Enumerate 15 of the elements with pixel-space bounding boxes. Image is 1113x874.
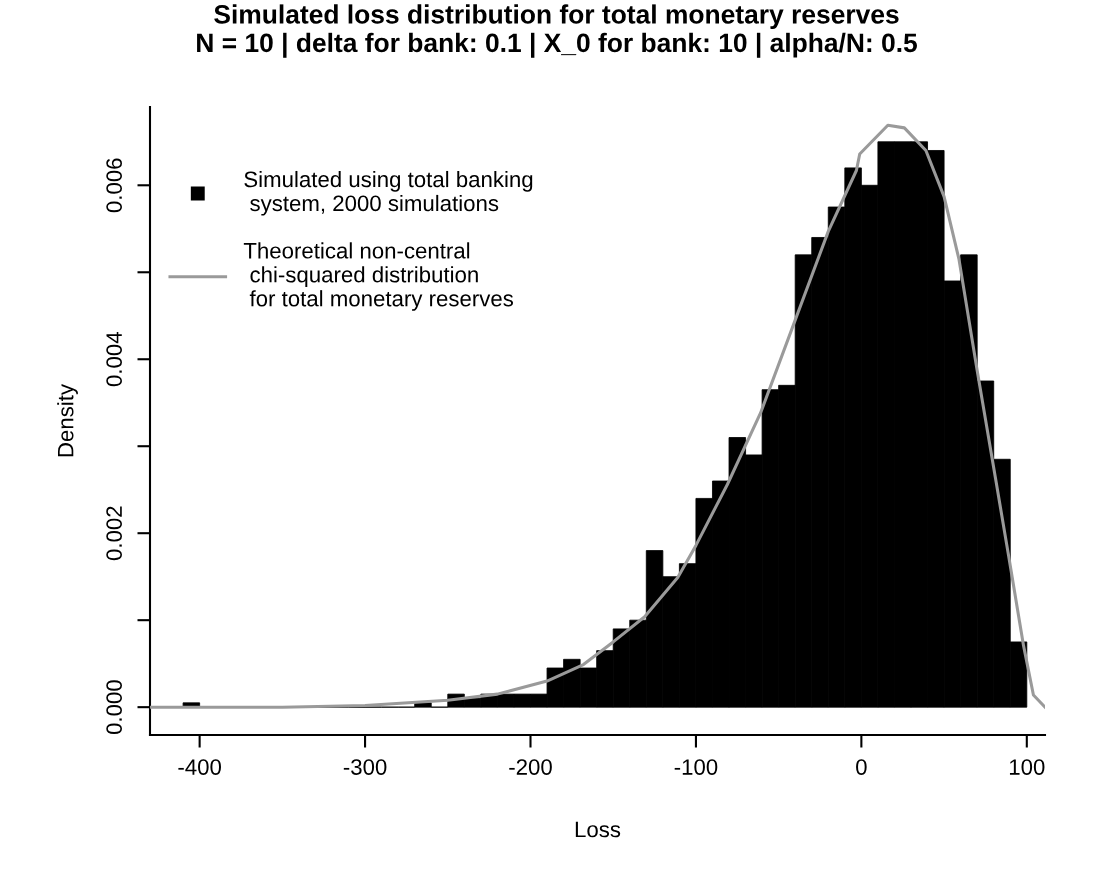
x-tick-label: -200 (509, 759, 552, 775)
legend-label: Simulated using total banking system, 2000 simulations (244, 170, 533, 216)
x-tick-label: -300 (343, 759, 387, 775)
x-axis-title: Loss (575, 821, 621, 838)
x-tick-label: 100 (1009, 759, 1045, 775)
x-tick-label: -100 (674, 759, 718, 775)
legend-label: Theoretical non-central chi-squared distribution for total monetary reserves (243, 242, 514, 311)
y-tick-label: 0.002 (106, 506, 122, 561)
x-tick-label: 0 (856, 759, 867, 775)
chart-title: Simulated loss distribution for total monetary reserves N = 10 | delta for bank: 0.1 | X_0 for bank: 10 | alpha/N: 0.5 (197, 4, 917, 58)
y-tick-label: 0.006 (106, 158, 122, 213)
y-tick-label: 0.004 (106, 332, 122, 387)
y-tick-label: 0.000 (106, 680, 122, 735)
y-axis-title: Density (57, 383, 78, 457)
x-tick-label: -400 (178, 759, 221, 775)
